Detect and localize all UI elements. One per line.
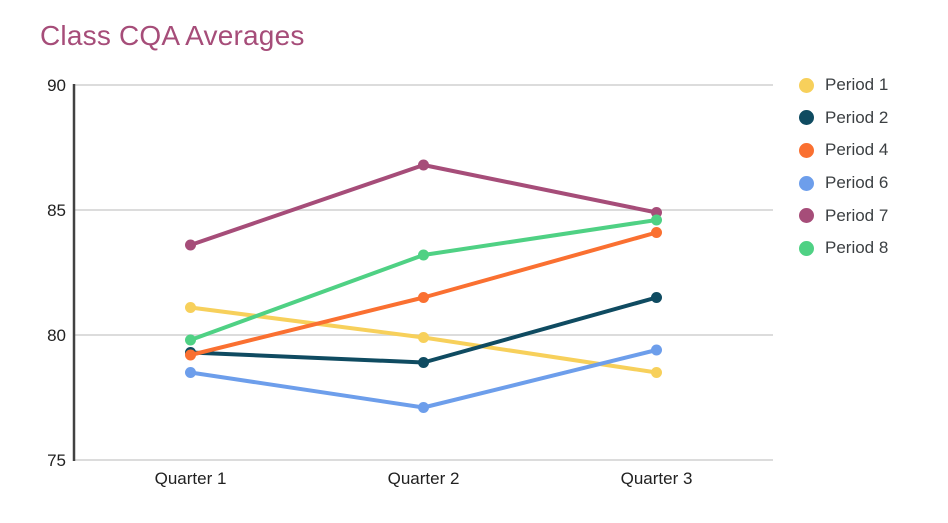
legend-label: Period 6 bbox=[825, 173, 889, 193]
legend-label: Period 1 bbox=[825, 75, 889, 95]
data-point-period-2-quarter-3[interactable] bbox=[651, 292, 662, 303]
legend-label: Period 8 bbox=[825, 238, 889, 258]
legend-swatch-icon bbox=[799, 175, 814, 191]
data-point-period-8-quarter-3[interactable] bbox=[651, 214, 662, 226]
legend-swatch-icon bbox=[799, 208, 814, 224]
data-point-period-1-quarter-2[interactable] bbox=[418, 332, 429, 343]
data-point-period-8-quarter-2[interactable] bbox=[418, 249, 429, 261]
legend-label: Period 4 bbox=[825, 140, 889, 160]
legend-swatch-icon bbox=[799, 110, 814, 126]
x-axis-tick-label-quarter-2: Quarter 2 bbox=[388, 469, 460, 488]
legend-label: Period 2 bbox=[825, 107, 889, 127]
y-axis-tick-label-80: 80 bbox=[47, 326, 66, 345]
data-point-period-7-quarter-2[interactable] bbox=[418, 159, 429, 171]
data-point-period-8-quarter-1[interactable] bbox=[185, 334, 196, 346]
data-point-period-4-quarter-1[interactable] bbox=[185, 349, 196, 361]
chart-title: Class CQA Averages bbox=[40, 20, 305, 51]
data-point-period-1-quarter-1[interactable] bbox=[185, 302, 196, 313]
data-point-period-6-quarter-2[interactable] bbox=[418, 402, 429, 413]
y-axis-tick-label-75: 75 bbox=[47, 451, 66, 470]
legend-swatch-icon bbox=[799, 240, 814, 256]
data-point-period-6-quarter-3[interactable] bbox=[651, 344, 662, 356]
legend-swatch-icon bbox=[799, 77, 814, 93]
x-axis-tick-label-quarter-3: Quarter 3 bbox=[621, 469, 693, 488]
data-point-period-4-quarter-3[interactable] bbox=[651, 227, 662, 238]
legend-swatch-icon bbox=[799, 142, 814, 158]
legend: Period 1 Period 2 Period 4 Period 6 Period 7… bbox=[799, 69, 888, 265]
legend-item-period-4[interactable]: Period 4 bbox=[799, 134, 888, 167]
data-point-period-6-quarter-1[interactable] bbox=[185, 367, 196, 378]
data-point-period-1-quarter-3[interactable] bbox=[651, 367, 662, 378]
x-axis-tick-label-quarter-1: Quarter 1 bbox=[155, 469, 227, 488]
y-axis-tick-label-90: 90 bbox=[47, 76, 66, 95]
data-point-period-4-quarter-2[interactable] bbox=[418, 292, 429, 303]
series-line-period-8[interactable] bbox=[188, 218, 659, 342]
legend-label: Period 7 bbox=[825, 205, 889, 225]
series-line-period-2[interactable] bbox=[188, 295, 659, 365]
data-point-period-7-quarter-1[interactable] bbox=[185, 239, 196, 251]
legend-item-period-6[interactable]: Period 6 bbox=[799, 167, 888, 200]
legend-item-period-8[interactable]: Period 8 bbox=[799, 232, 888, 265]
legend-item-period-7[interactable]: Period 7 bbox=[799, 199, 888, 232]
series-line-period-7[interactable] bbox=[188, 163, 659, 247]
legend-item-period-2[interactable]: Period 2 bbox=[799, 102, 888, 135]
y-axis-tick-label-85: 85 bbox=[47, 201, 66, 220]
legend-item-period-1[interactable]: Period 1 bbox=[799, 69, 888, 102]
data-point-period-2-quarter-2[interactable] bbox=[418, 357, 429, 368]
